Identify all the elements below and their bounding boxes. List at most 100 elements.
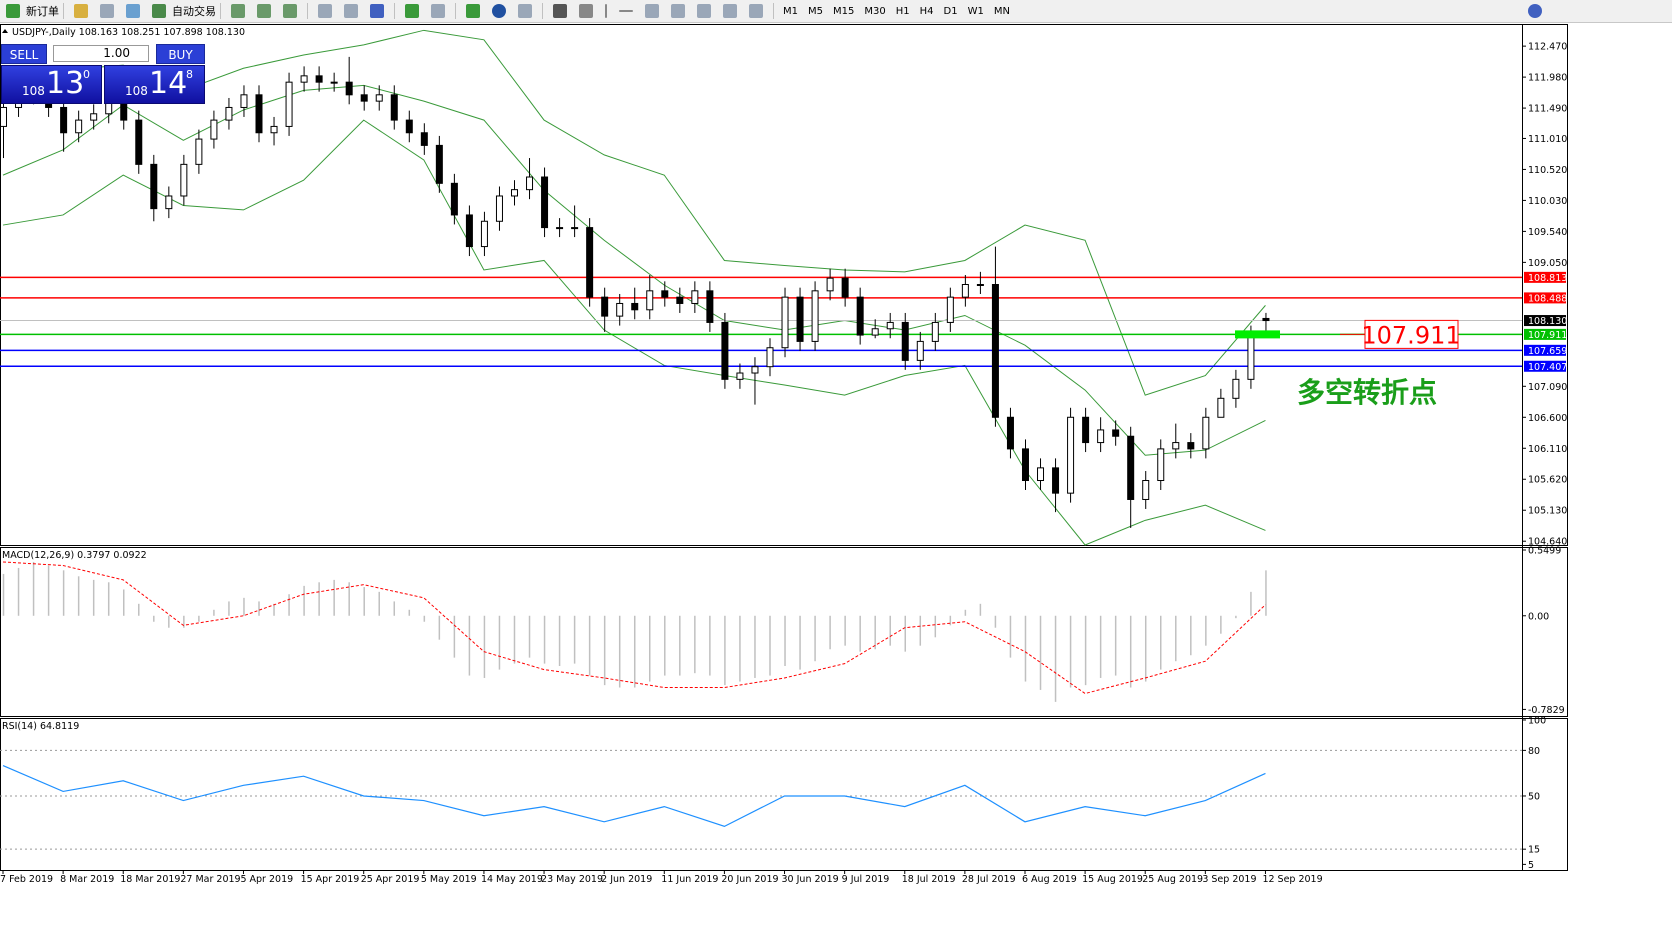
x-tick-label: 3 Sep 2019 bbox=[1202, 874, 1256, 885]
candle-body bbox=[1037, 467, 1045, 482]
icon[interactable] bbox=[723, 4, 737, 18]
icon[interactable] bbox=[257, 4, 271, 18]
last-price-box bbox=[1524, 315, 1566, 327]
timeframe-button[interactable]: W1 bbox=[967, 5, 984, 17]
icon[interactable] bbox=[74, 4, 88, 18]
icon[interactable] bbox=[619, 10, 633, 12]
candle-body bbox=[601, 296, 609, 317]
bid-quote[interactable]: 108 13 0 bbox=[1, 65, 102, 104]
candle-body bbox=[556, 227, 564, 230]
candle-body bbox=[465, 214, 473, 248]
icon[interactable] bbox=[231, 4, 245, 18]
icon[interactable] bbox=[100, 4, 114, 18]
new-order-button[interactable]: 新订单 bbox=[26, 5, 59, 18]
candle-body bbox=[1006, 416, 1014, 450]
y-tick-label: 109.540 bbox=[1528, 227, 1567, 238]
icon[interactable] bbox=[749, 4, 763, 18]
highlight-marker bbox=[1235, 330, 1280, 339]
timeframe-button[interactable]: H1 bbox=[895, 5, 910, 17]
icon[interactable] bbox=[405, 4, 419, 18]
candle-body bbox=[526, 176, 534, 191]
timeframe-button[interactable]: M30 bbox=[864, 5, 886, 17]
icon[interactable] bbox=[344, 4, 358, 18]
icon[interactable] bbox=[645, 4, 659, 18]
icon[interactable] bbox=[431, 4, 445, 18]
annotation-price: 107.911 bbox=[1361, 321, 1460, 349]
x-tick-label: 15 Aug 2019 bbox=[1082, 874, 1143, 885]
timeframe-button[interactable]: D1 bbox=[943, 5, 958, 17]
timeframe-button[interactable]: H4 bbox=[919, 5, 934, 17]
candle-body bbox=[255, 94, 263, 134]
candle-body bbox=[766, 347, 774, 368]
x-tick-label: 20 Jun 2019 bbox=[721, 874, 778, 885]
icon[interactable] bbox=[605, 4, 607, 18]
annotation-box bbox=[1364, 319, 1459, 349]
icon[interactable] bbox=[318, 4, 332, 18]
candle-body bbox=[135, 119, 143, 165]
candle-body bbox=[300, 75, 308, 83]
search-icon[interactable] bbox=[1528, 4, 1542, 18]
icon[interactable] bbox=[466, 4, 480, 18]
candle-body bbox=[751, 366, 759, 374]
icon[interactable] bbox=[671, 4, 685, 18]
auto-trading-button[interactable]: 自动交易 bbox=[172, 5, 216, 18]
level-label: 107.659 bbox=[1528, 346, 1567, 357]
timeframe-button[interactable]: M5 bbox=[808, 5, 823, 17]
level-label-box bbox=[1524, 344, 1566, 356]
candle-body bbox=[1247, 334, 1255, 380]
level-label-box bbox=[1524, 271, 1566, 283]
icon[interactable] bbox=[152, 4, 166, 18]
x-tick-label: 14 May 2019 bbox=[481, 874, 543, 885]
level-label-box bbox=[1524, 328, 1566, 340]
timeframe-button[interactable]: MN bbox=[993, 5, 1010, 17]
y-tick-label: -0.7829 bbox=[1528, 705, 1565, 716]
candle-body bbox=[330, 81, 338, 84]
x-tick-label: 5 Apr 2019 bbox=[240, 874, 293, 885]
ask-quote[interactable]: 108 14 8 bbox=[104, 65, 205, 104]
candle-body bbox=[691, 290, 699, 304]
candle-body bbox=[495, 195, 503, 222]
candle-body bbox=[270, 125, 278, 134]
candle-body bbox=[240, 94, 248, 108]
timeframe-button[interactable]: M15 bbox=[833, 5, 855, 17]
icon[interactable] bbox=[579, 4, 593, 18]
candle-body bbox=[826, 277, 834, 292]
candle-body bbox=[1217, 397, 1225, 418]
bid-frac: 0 bbox=[83, 68, 90, 81]
ask-pips: 14 bbox=[149, 66, 188, 101]
pane-frame bbox=[0, 718, 1568, 871]
y-tick-label: 110.520 bbox=[1528, 165, 1567, 176]
icon[interactable] bbox=[283, 4, 297, 18]
x-tick-label: 30 Jun 2019 bbox=[782, 874, 839, 885]
pane-frame bbox=[0, 24, 1568, 546]
icon[interactable] bbox=[370, 4, 384, 18]
icon[interactable] bbox=[697, 4, 711, 18]
candle-body bbox=[435, 144, 443, 184]
candle-body bbox=[345, 81, 353, 96]
icon[interactable] bbox=[492, 4, 506, 18]
sell-button[interactable]: SELL bbox=[1, 44, 47, 64]
candle-body bbox=[195, 138, 203, 165]
icon[interactable] bbox=[518, 4, 532, 18]
x-tick-label: 12 Sep 2019 bbox=[1262, 874, 1322, 885]
icon[interactable] bbox=[6, 4, 20, 18]
x-tick-label: 8 Mar 2019 bbox=[60, 874, 114, 885]
candle-body bbox=[901, 321, 909, 361]
level-label: 107.911 bbox=[1528, 330, 1567, 341]
lots-input[interactable]: 1.00 bbox=[53, 45, 149, 62]
icon[interactable] bbox=[126, 4, 140, 18]
candle-body bbox=[676, 296, 684, 304]
timeframe-button[interactable]: M1 bbox=[783, 5, 798, 17]
icon[interactable] bbox=[553, 4, 567, 18]
y-tick-label: 104.640 bbox=[1528, 537, 1567, 548]
buy-button[interactable]: BUY bbox=[156, 44, 205, 64]
y-tick-label: 111.980 bbox=[1528, 73, 1567, 84]
candle-body bbox=[1127, 435, 1135, 500]
candle-body bbox=[571, 227, 579, 230]
candle-body bbox=[1067, 416, 1075, 494]
y-tick-label: 0.00 bbox=[1528, 611, 1549, 622]
candle-body bbox=[661, 290, 669, 298]
candle-body bbox=[1202, 416, 1210, 450]
candle-body bbox=[586, 227, 594, 298]
